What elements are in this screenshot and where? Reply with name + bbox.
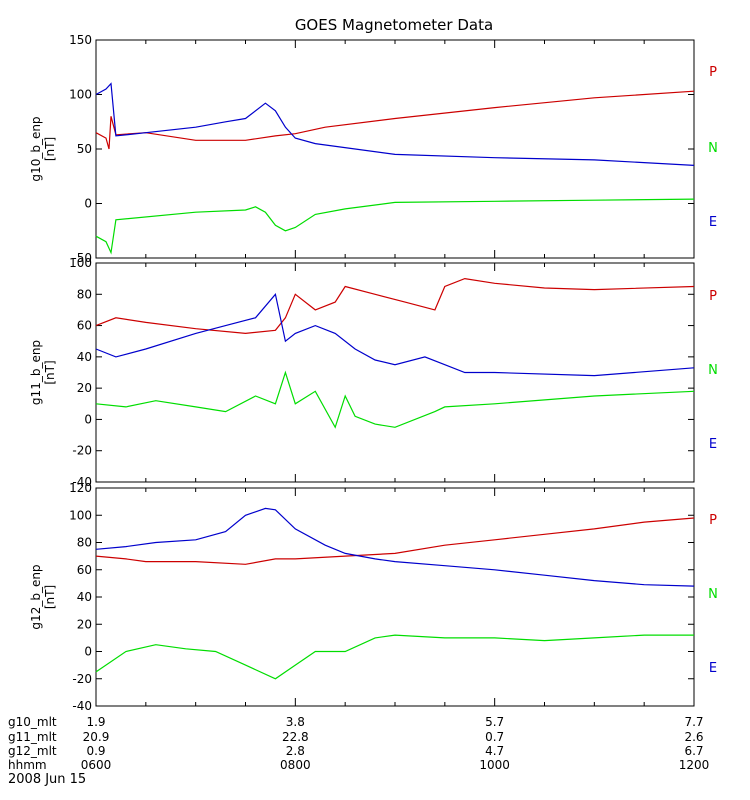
legend-entry-n: N <box>708 141 718 156</box>
panel-1: -50 0 50 100 150 g10_b_enp [nT] P N E <box>29 33 718 265</box>
legend-entry-n: N <box>708 587 718 602</box>
y-tick-label: 0 <box>84 197 92 211</box>
legend-entry-p: P <box>709 513 717 528</box>
series-line-e <box>95 292 695 377</box>
panel-frame <box>95 39 695 259</box>
y-tick-label: 80 <box>77 287 92 301</box>
y-tick-label: 20 <box>77 617 92 631</box>
x-tick-label: 6.7 <box>684 744 703 758</box>
y-axis-label: g12_b_enp <box>29 564 43 629</box>
legend-entry-p: P <box>709 65 717 80</box>
y-tick-label: 20 <box>77 381 92 395</box>
x-row-label: g11_mlt <box>8 730 57 744</box>
chart-title: GOES Magnetometer Data <box>295 16 493 34</box>
x-tick-label: 22.8 <box>282 730 309 744</box>
x-row-label: hhmm <box>8 758 47 772</box>
legend-entry-e: E <box>709 437 717 452</box>
y-axis-label: g10_b_enp <box>29 116 43 181</box>
legend-entry-e: E <box>709 661 717 676</box>
series-line-e <box>95 82 695 166</box>
date-label: 2008 Jun 15 <box>8 772 86 787</box>
y-tick-label: 40 <box>77 590 92 604</box>
x-tick-label: 1.9 <box>86 715 105 729</box>
series-line-p <box>95 90 695 150</box>
legend-entry-e: E <box>709 215 717 230</box>
legend-entry-n: N <box>708 363 718 378</box>
y-tick-label: 150 <box>69 33 92 47</box>
y-tick-label: -20 <box>72 672 92 686</box>
x-tick-label: 7.7 <box>684 715 703 729</box>
y-tick-label: 0 <box>84 412 92 426</box>
y-tick-label: -40 <box>72 699 92 713</box>
panel-3: -40 -20 0 20 40 60 80 100 120 g12_b_enp [nT] P N E <box>29 481 718 713</box>
x-tick-label: 4.7 <box>485 744 504 758</box>
series-line-n <box>95 198 695 255</box>
y-tick-label: -40 <box>72 475 92 489</box>
y-tick-label: 60 <box>77 563 92 577</box>
y-tick-label: 120 <box>69 481 92 495</box>
legend-entry-p: P <box>709 289 717 304</box>
x-row-label: g10_mlt <box>8 715 57 729</box>
y-tick-label: 40 <box>77 350 92 364</box>
y-axis-unit: [nT] <box>43 360 57 384</box>
series-line-p <box>95 277 695 335</box>
x-tick-label: 2.6 <box>684 730 703 744</box>
x-tick-label: 1200 <box>679 758 710 772</box>
y-tick-label: 50 <box>77 142 92 156</box>
series-line-p <box>95 517 695 565</box>
y-tick-label: 100 <box>69 88 92 102</box>
y-axis-unit: [nT] <box>43 585 57 609</box>
x-row-label: g12_mlt <box>8 744 57 758</box>
x-tick-label: 3.8 <box>286 715 305 729</box>
series-line-e <box>95 507 695 587</box>
y-tick-label: -50 <box>72 251 92 265</box>
panel-2: -40 -20 0 20 40 60 80 100 g11_b_enp [nT] P N E <box>29 256 718 489</box>
panel-frame <box>95 487 695 707</box>
y-tick-label: 100 <box>69 508 92 522</box>
y-tick-label: 100 <box>69 256 92 270</box>
x-tick-label: 0.9 <box>86 744 105 758</box>
y-tick-label: 0 <box>84 645 92 659</box>
series-line-n <box>95 370 695 429</box>
x-tick-label: 20.9 <box>83 730 110 744</box>
series-line-n <box>95 634 694 680</box>
y-axis-unit: [nT] <box>43 137 57 161</box>
x-tick-label: 0.7 <box>485 730 504 744</box>
x-tick-label: 1000 <box>479 758 510 772</box>
x-tick-label: 0600 <box>81 758 112 772</box>
x-tick-label: 2.8 <box>286 744 305 758</box>
x-tick-label: 0800 <box>280 758 311 772</box>
y-tick-label: -20 <box>72 444 92 458</box>
x-tick-label: 5.7 <box>485 715 504 729</box>
panel-frame <box>95 262 695 483</box>
y-tick-label: 80 <box>77 536 92 550</box>
y-tick-label: 60 <box>77 319 92 333</box>
y-axis-label: g11_b_enp <box>29 340 43 405</box>
